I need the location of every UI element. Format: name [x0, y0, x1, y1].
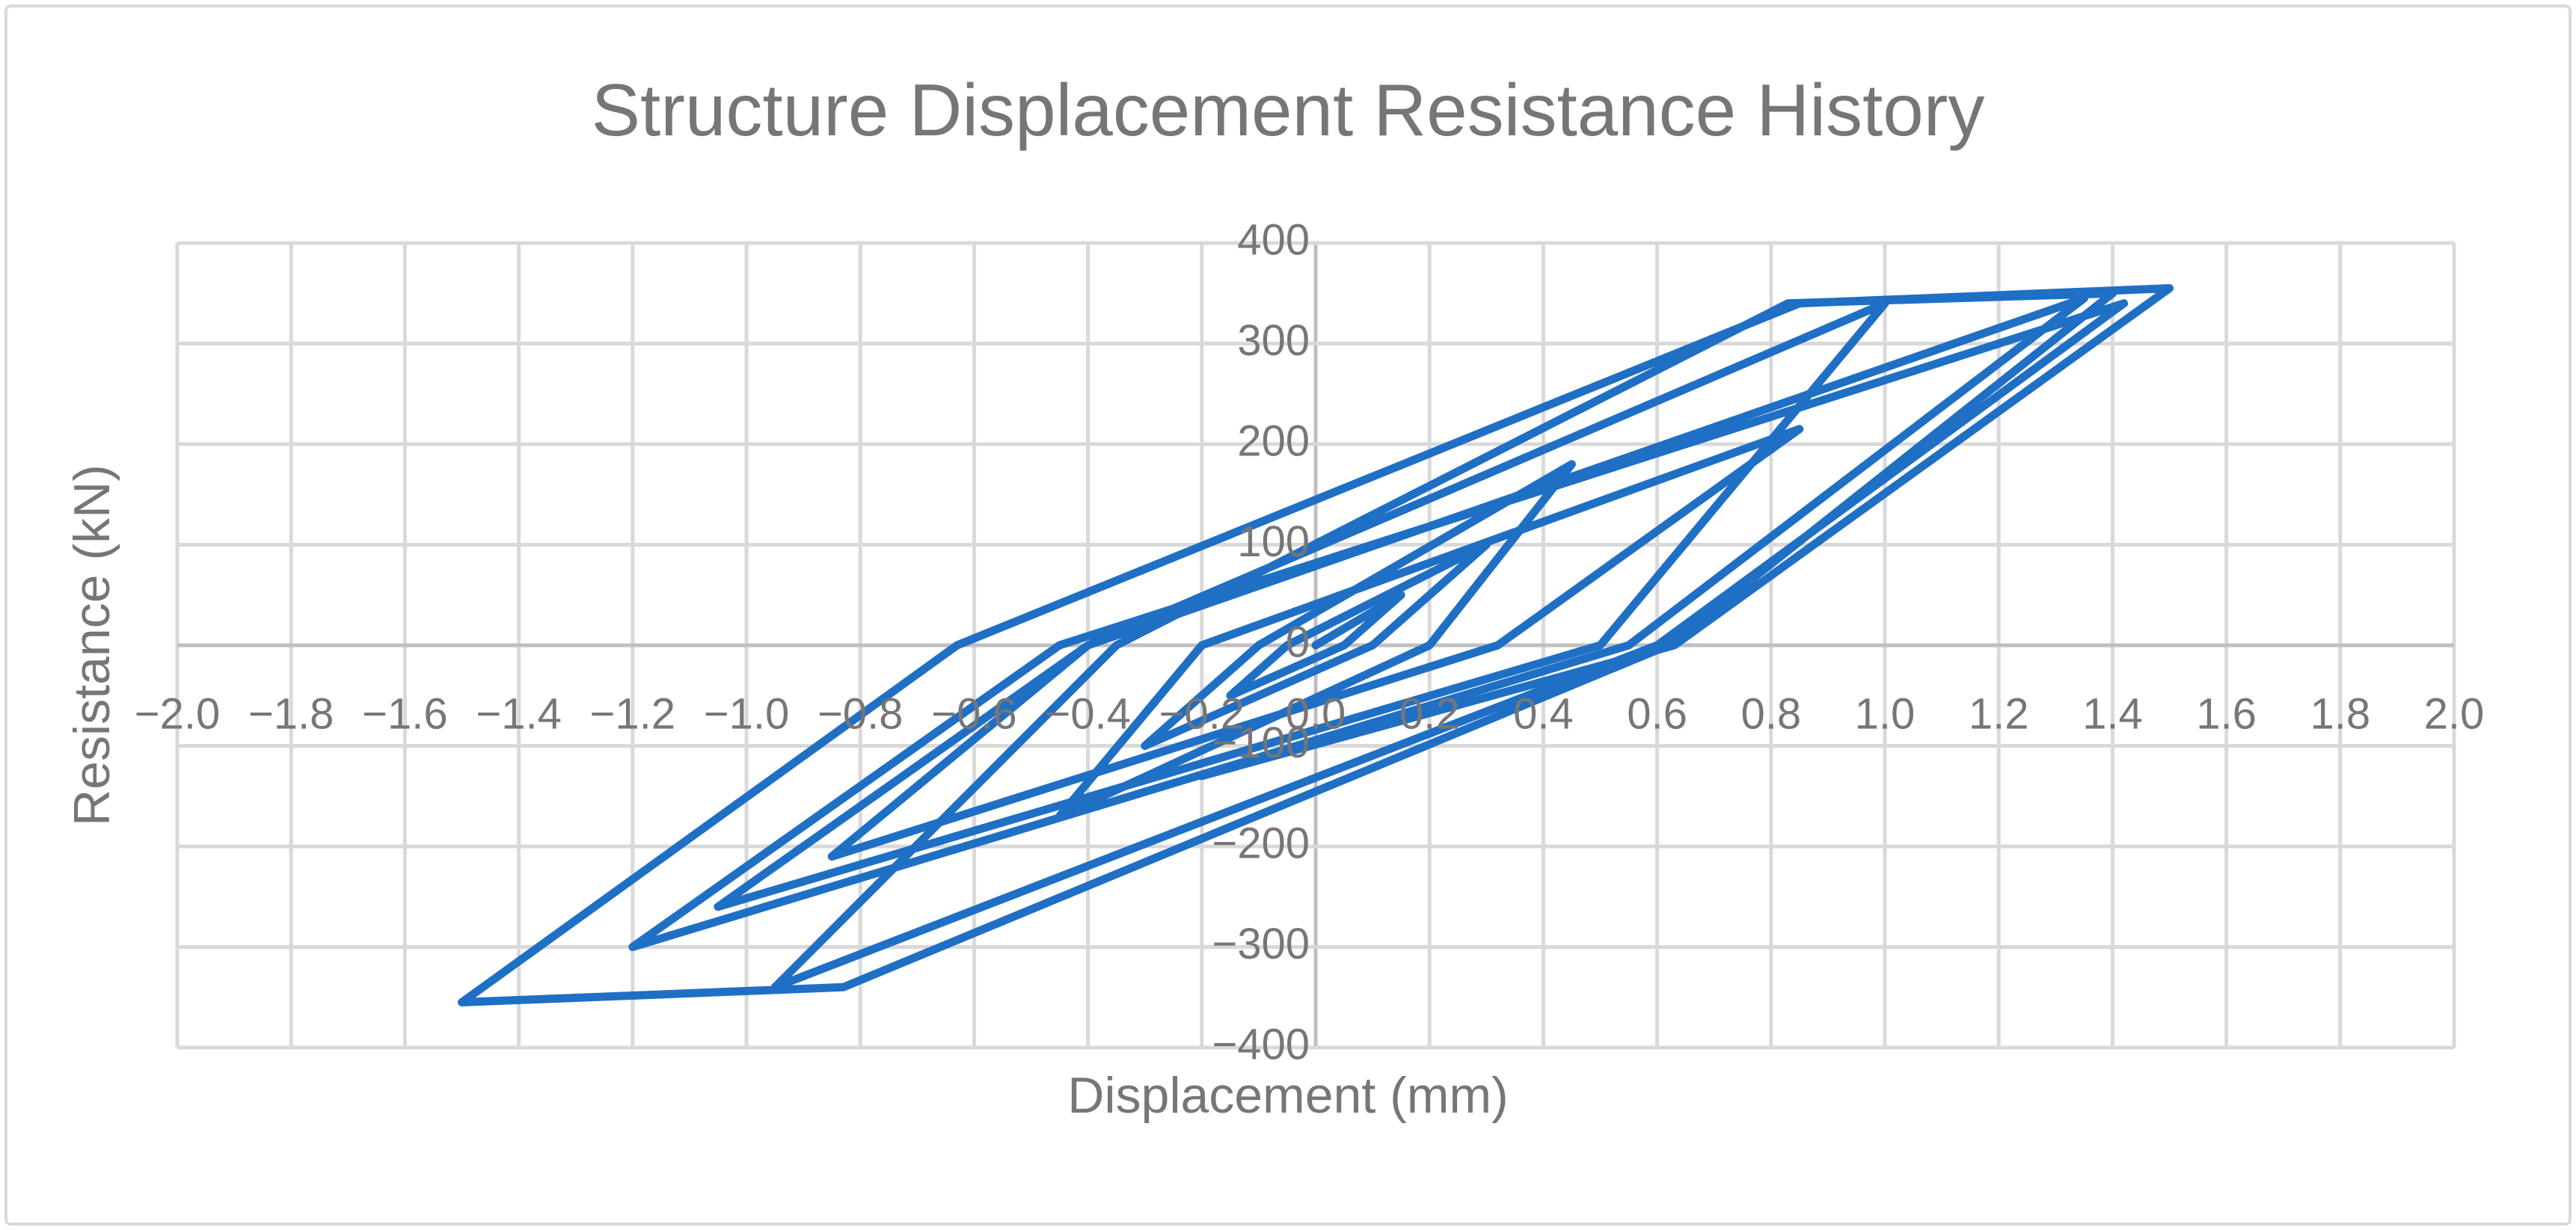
x-tick-label: 0.6 — [1627, 689, 1687, 738]
y-tick-label: 0 — [1286, 618, 1310, 666]
y-tick-label: 400 — [1237, 215, 1310, 264]
y-tick-label: 200 — [1237, 416, 1310, 465]
x-tick-label: −0.8 — [818, 689, 904, 738]
y-axis-title: Resistance (kN) — [64, 464, 120, 826]
x-tick-label: 1.2 — [1969, 689, 2029, 738]
x-tick-label: −0.6 — [931, 689, 1017, 738]
x-tick-label: −1.6 — [362, 689, 448, 738]
x-tick-label: 2.0 — [2424, 689, 2485, 738]
x-tick-label: 0.4 — [1513, 689, 1574, 738]
y-tick-label: −400 — [1212, 1020, 1310, 1068]
x-tick-label: −0.4 — [1045, 689, 1131, 738]
x-tick-label: −1.4 — [476, 689, 562, 738]
y-tick-label: 300 — [1237, 316, 1310, 365]
x-tick-label: −1.2 — [590, 689, 676, 738]
x-tick-label: −1.8 — [248, 689, 334, 738]
data-line — [458, 284, 2174, 1006]
y-tick-label: −300 — [1212, 920, 1310, 968]
x-tick-label: −1.0 — [704, 689, 790, 738]
chart-title: Structure Displacement Resistance Histor… — [592, 69, 1985, 151]
y-tick-label: 100 — [1237, 517, 1310, 566]
x-tick-label: −2.0 — [135, 689, 221, 738]
y-tick-label: −100 — [1212, 719, 1310, 767]
x-tick-label: 1.4 — [2082, 689, 2143, 738]
x-tick-label: 0.2 — [1399, 689, 1460, 738]
x-tick-label: 1.0 — [1855, 689, 1916, 738]
x-tick-label: 1.8 — [2310, 689, 2370, 738]
y-tick-label: −200 — [1212, 819, 1310, 867]
x-tick-label: 1.6 — [2196, 689, 2257, 738]
x-tick-label: 0.0 — [1286, 689, 1346, 738]
x-axis-title: Displacement (mm) — [1067, 1067, 1508, 1124]
x-tick-label: −0.2 — [1159, 689, 1245, 738]
x-tick-label: 0.8 — [1741, 689, 1801, 738]
